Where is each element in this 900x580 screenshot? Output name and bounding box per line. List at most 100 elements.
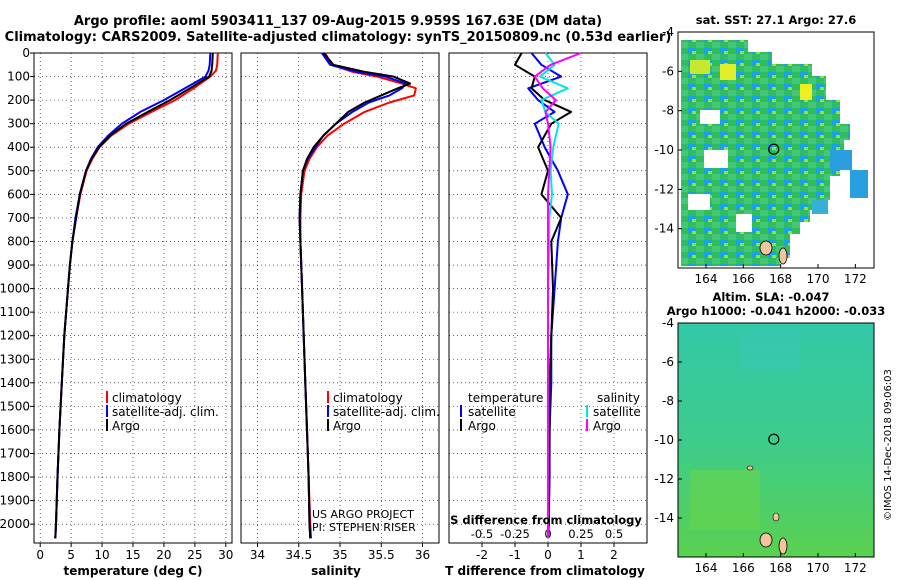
legend-label-satellite: satellite-adj. clim. (112, 405, 219, 419)
sst-patch (830, 150, 852, 170)
sla-shade (690, 470, 760, 530)
salinity-axis-label: salinity (311, 564, 361, 578)
island-icon (759, 240, 773, 256)
x-tick-label: 34.5 (285, 548, 312, 562)
lat-tick-label: -8 (662, 394, 674, 408)
watermark: ©IMOS 14-Dec-2018 09:06:03 (883, 369, 894, 521)
lon-tick-label: 172 (844, 561, 867, 575)
x-tick-label: -2 (476, 548, 488, 562)
legend-label-t-satellite: satellite (468, 405, 516, 419)
salinity-legend: climatology satellite-adj. clim. Argo (327, 391, 440, 433)
difference-tick-labels: -2 -1 0 1 2 (476, 548, 618, 562)
x-tick-label: 0 (544, 548, 552, 562)
series-line-salinity-argo (533, 52, 582, 539)
sst-patch (812, 200, 828, 214)
depth-tick-label: 1900 (0, 494, 30, 508)
island-icon (778, 247, 788, 265)
sla-map-title-2: Argo h1000: -0.041 h2000: -0.033 (667, 304, 886, 318)
argo-position-marker (768, 143, 780, 155)
lon-tick-label: 164 (695, 272, 718, 286)
lon-tick-label: 172 (844, 272, 867, 286)
x-tick-label: 35 (332, 548, 347, 562)
depth-tick-label: 1800 (0, 470, 30, 484)
legend-label-s-satellite: satellite (593, 405, 641, 419)
depth-tick-label: 500 (7, 164, 30, 178)
sst-map-title: sat. SST: 27.1 Argo: 27.6 (696, 13, 856, 27)
depth-tick-label: 800 (7, 234, 30, 248)
depth-tick-label: 1600 (0, 423, 30, 437)
s-difference-tick-label: 0.5 (605, 527, 623, 541)
temperature-lines (54, 52, 219, 539)
lat-tick-label: -4 (662, 25, 674, 39)
lat-tick-label: -4 (662, 316, 674, 330)
lat-tick-label: -12 (654, 182, 674, 196)
x-tick-label: 1 (577, 548, 585, 562)
sla-map-title-1: Altim. SLA: -0.047 (712, 290, 829, 304)
title-line-1: Argo profile: aoml 5903411_137 09-Aug-20… (74, 14, 602, 29)
depth-tick-label: 1400 (0, 376, 30, 390)
lat-tick-label: -10 (654, 433, 674, 447)
sst-warm-patch (720, 64, 736, 80)
temperature-legend: climatology satellite-adj. clim. Argo (106, 391, 219, 433)
depth-tick-label: 900 (7, 258, 30, 272)
series-line-argo (298, 52, 412, 539)
lat-tick-label: -14 (654, 511, 674, 525)
depth-tick-label: 600 (7, 187, 30, 201)
s-difference-axis-label: S difference from climatology (450, 513, 642, 527)
lon-tick-label: 164 (695, 561, 718, 575)
legend-label-s-argo: Argo (593, 419, 621, 433)
lat-tick-label: -6 (662, 64, 674, 78)
s-difference-tick-label: 0.25 (568, 527, 594, 541)
temperature-grid (34, 52, 232, 547)
legend-label-argo: Argo (333, 419, 361, 433)
lat-tick-label: -6 (662, 355, 674, 369)
credit-line-1: US ARGO PROJECT (312, 508, 414, 521)
depth-tick-label: 1300 (0, 352, 30, 366)
x-tick-label: 5 (67, 548, 75, 562)
sst-gap (736, 214, 752, 232)
x-tick-label: 25 (187, 548, 202, 562)
legend-label-climatology: climatology (112, 391, 182, 405)
series-line-satellite-adj-clim- (298, 52, 407, 539)
depth-tick-label: 300 (7, 117, 30, 131)
depth-tick-label: 1200 (0, 329, 30, 343)
x-tick-label: 10 (94, 548, 109, 562)
depth-tick-label: 2000 (0, 517, 30, 531)
x-tick-label: 35.5 (368, 548, 395, 562)
x-tick-label: 30 (218, 548, 233, 562)
difference-legend: temperature satellite Argo salinity sate… (460, 391, 641, 433)
temperature-axis-label: temperature (deg C) (64, 564, 203, 578)
sst-warm-patch (800, 84, 812, 100)
sst-map (677, 31, 875, 269)
island-icon (759, 532, 773, 548)
sst-map-axes: 164 166 168 170 172 -4 -6 -8 -10 -12 -14 (654, 25, 866, 286)
salinity-tick-labels: 34 34.5 35 35.5 36 (250, 548, 430, 562)
lat-tick-label: -12 (654, 472, 674, 486)
sst-warm-patch (690, 60, 710, 74)
lat-tick-label: -14 (654, 222, 674, 236)
depth-tick-label: 200 (7, 93, 30, 107)
lon-tick-label: 170 (807, 561, 830, 575)
argo-position-marker (768, 433, 780, 445)
salinity-difference-tick-labels: -0.5 -0.25 0 0.25 0.5 (471, 527, 623, 541)
sla-map (677, 322, 875, 558)
x-tick-label: 34 (250, 548, 265, 562)
legend-label-satellite: satellite-adj. clim. (333, 405, 440, 419)
depth-tick-label: 700 (7, 211, 30, 225)
title-line-2: Climatology: CARS2009. Satellite-adjuste… (5, 30, 672, 45)
lon-tick-label: 168 (769, 272, 792, 286)
temperature-tick-labels: 0 5 10 15 20 25 30 (36, 548, 233, 562)
sst-gap (688, 194, 710, 210)
series-line-temperature-argo (514, 52, 573, 539)
legend-label-argo: Argo (112, 419, 140, 433)
t-difference-axis-label: T difference from climatology (445, 564, 645, 578)
series-line-climatology (54, 52, 219, 539)
x-tick-label: -1 (509, 548, 521, 562)
difference-lines (514, 52, 582, 539)
x-tick-label: 20 (156, 548, 171, 562)
sst-gap (700, 110, 720, 124)
lon-tick-label: 166 (732, 272, 755, 286)
salinity-grid (241, 52, 439, 547)
salinity-lines (298, 52, 417, 539)
